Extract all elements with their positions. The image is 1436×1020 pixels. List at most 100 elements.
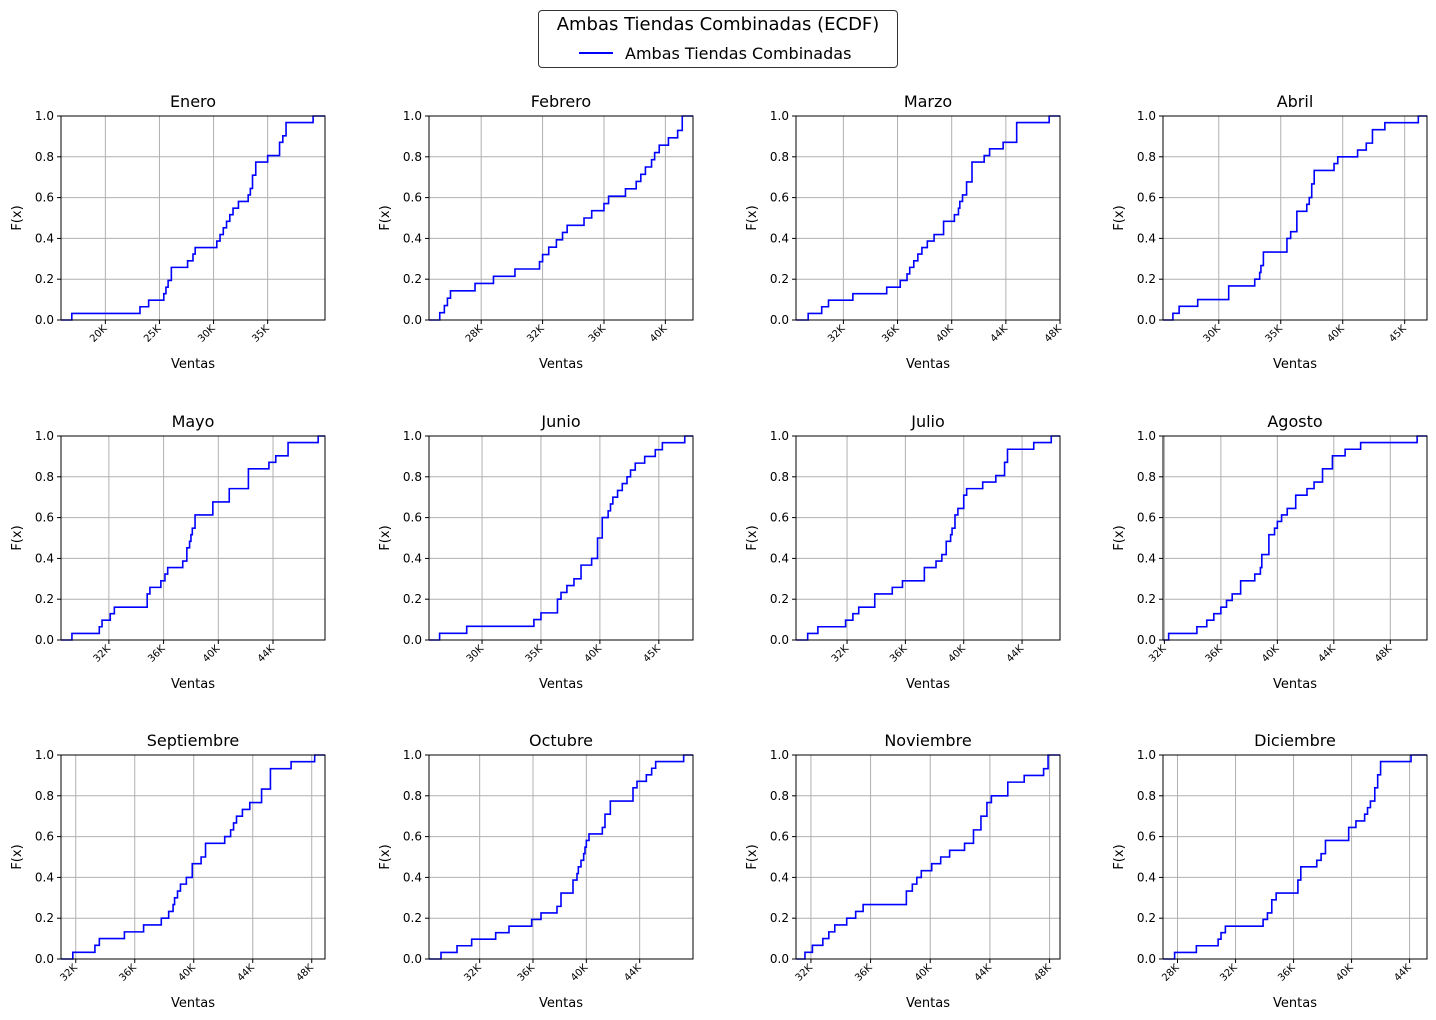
x-axis-label: Ventas	[171, 996, 215, 1011]
x-tick-label: 40K	[1334, 962, 1356, 984]
y-tick-label: 0.2	[403, 272, 422, 286]
y-tick-label: 0.0	[35, 952, 54, 966]
y-axis-label: F(x)	[745, 525, 760, 550]
x-tick-label: 32K	[830, 643, 852, 665]
y-axis-label: F(x)	[378, 205, 393, 230]
y-tick-label: 0.4	[403, 870, 422, 884]
y-tick-label: 0.0	[1137, 313, 1156, 327]
y-tick-label: 0.2	[770, 272, 789, 286]
x-axis-label: Ventas	[171, 677, 215, 692]
y-tick-label: 0.6	[403, 191, 422, 205]
y-tick-label: 0.0	[1137, 633, 1156, 647]
y-tick-label: 0.4	[770, 231, 789, 245]
subplot-title: Junio	[540, 412, 580, 431]
y-tick-label: 1.0	[403, 109, 422, 123]
x-axis-label: Ventas	[539, 357, 583, 372]
subplot-title: Febrero	[531, 92, 591, 111]
y-tick-label: 0.6	[770, 191, 789, 205]
y-tick-label: 0.2	[1137, 272, 1156, 286]
y-tick-label: 1.0	[1137, 748, 1156, 762]
subplot-diciembre: 0.0 0.2 0.4 0.6 0.8 1.0 28K 32K 36K 40K 44K Diciemb…	[1112, 731, 1428, 1011]
legend-title: Ambas Tiendas Combinadas (ECDF)	[556, 14, 880, 35]
x-tick-label: 32K	[58, 962, 80, 984]
ecdf-line	[1163, 435, 1427, 641]
y-tick-label: 0.6	[1137, 511, 1156, 525]
y-tick-label: 0.8	[35, 789, 54, 803]
y-tick-label: 0.2	[35, 272, 54, 286]
y-tick-label: 0.8	[770, 789, 789, 803]
axes-frame	[60, 754, 326, 960]
y-tick-label: 0.0	[1137, 952, 1156, 966]
y-tick-label: 1.0	[35, 109, 54, 123]
subplot-title: Agosto	[1267, 412, 1322, 431]
axes-frame	[60, 435, 326, 641]
axes-frame	[428, 435, 694, 641]
y-tick-label: 0.8	[1137, 150, 1156, 164]
x-axis-label: Ventas	[906, 677, 950, 692]
y-tick-label: 0.4	[403, 231, 422, 245]
subplot-title: Octubre	[529, 731, 593, 750]
subplot-title: Abril	[1277, 92, 1314, 111]
ecdf-line	[429, 115, 693, 321]
subplot-junio: 0.0 0.2 0.4 0.6 0.8 1.0 30K 35K 40K 45K Junio Venta…	[378, 412, 694, 692]
ecdf-line	[1163, 115, 1427, 321]
subplot-febrero: 0.0 0.2 0.4 0.6 0.8 1.0 28K 32K 36K 40K Febrero Ven…	[378, 92, 694, 372]
x-tick-label: 40K	[913, 962, 935, 984]
x-tick-label: 44K	[989, 323, 1011, 345]
y-tick-label: 0.4	[770, 551, 789, 565]
x-tick-label: 36K	[880, 323, 902, 345]
y-tick-label: 0.0	[403, 952, 422, 966]
y-tick-label: 0.6	[35, 511, 54, 525]
ecdf-line	[61, 754, 325, 960]
x-tick-label: 44K	[1005, 643, 1027, 665]
x-tick-label: 30K	[465, 643, 487, 665]
x-tick-label: 48K	[1032, 962, 1054, 984]
x-axis-label: Ventas	[1273, 357, 1317, 372]
y-tick-label: 0.0	[35, 313, 54, 327]
y-tick-label: 1.0	[770, 748, 789, 762]
axes-frame	[1162, 435, 1428, 641]
y-axis-label: F(x)	[1112, 844, 1127, 869]
ecdf-line	[429, 435, 693, 641]
x-tick-label: 36K	[1204, 643, 1226, 665]
legend-label: Ambas Tiendas Combinadas	[625, 43, 852, 63]
ecdf-line	[61, 435, 325, 641]
x-tick-label: 32K	[826, 323, 848, 345]
x-tick-label: 48K	[1043, 323, 1065, 345]
subplot-mayo: 0.0 0.2 0.4 0.6 0.8 1.0 32K 36K 40K 44K Mayo Ventas…	[10, 412, 326, 692]
subplot-title: Noviembre	[884, 731, 971, 750]
x-tick-label: 28K	[1160, 962, 1182, 984]
y-tick-label: 0.6	[1137, 191, 1156, 205]
x-axis-label: Ventas	[1273, 996, 1317, 1011]
x-tick-label: 32K	[1218, 962, 1240, 984]
x-tick-label: 40K	[176, 962, 198, 984]
ecdf-line	[1163, 754, 1427, 960]
y-axis-label: F(x)	[1112, 525, 1127, 550]
x-tick-label: 44K	[1317, 643, 1339, 665]
y-tick-label: 0.2	[770, 911, 789, 925]
axes-frame	[1162, 115, 1428, 321]
x-tick-label: 32K	[92, 643, 114, 665]
y-axis-label: F(x)	[745, 844, 760, 869]
subplot-noviembre: 0.0 0.2 0.4 0.6 0.8 1.0 32K 36K 40K 44K 48K Noviemb…	[745, 731, 1061, 1011]
x-tick-label: 30K	[196, 323, 218, 345]
y-tick-label: 0.4	[35, 551, 54, 565]
y-tick-label: 1.0	[35, 748, 54, 762]
x-tick-label: 25K	[142, 323, 164, 345]
x-tick-label: 36K	[117, 962, 139, 984]
y-tick-label: 1.0	[770, 429, 789, 443]
x-tick-label: 36K	[853, 962, 875, 984]
subplot-title: Marzo	[904, 92, 952, 111]
figure-legend: Ambas Tiendas Combinadas (ECDF) Ambas Ti…	[538, 10, 898, 68]
axes-frame	[1162, 754, 1428, 960]
y-tick-label: 1.0	[35, 429, 54, 443]
x-axis-label: Ventas	[171, 357, 215, 372]
x-tick-label: 48K	[294, 962, 316, 984]
x-tick-label: 40K	[583, 643, 605, 665]
axes-frame	[428, 754, 694, 960]
x-tick-label: 40K	[934, 323, 956, 345]
y-axis-label: F(x)	[10, 844, 25, 869]
x-tick-label: 32K	[525, 323, 547, 345]
y-tick-label: 0.6	[770, 511, 789, 525]
subplot-title: Septiembre	[147, 731, 240, 750]
